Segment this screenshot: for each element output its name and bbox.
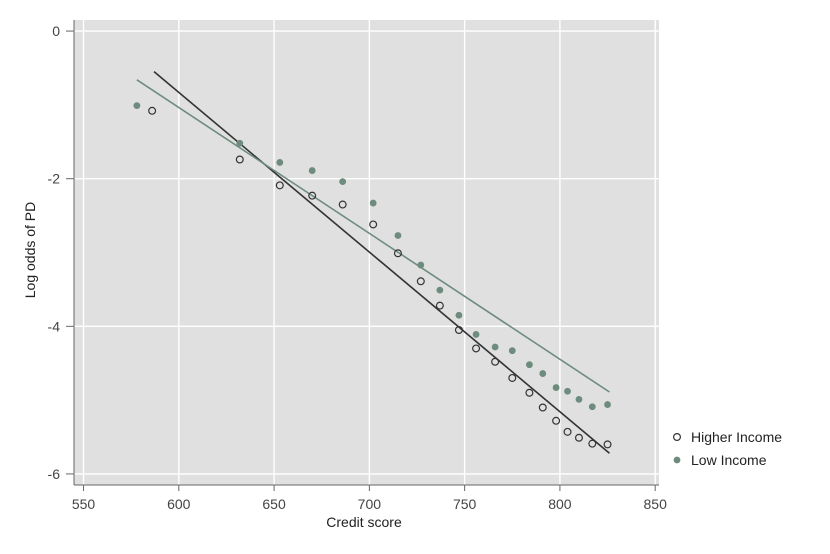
x-axis-title: Credit score [326,514,402,530]
data-point [491,357,500,366]
data-point [133,102,141,110]
y-tick-label: -4 [48,318,61,334]
data-points [133,102,612,449]
data-point [552,416,561,425]
data-point [148,106,157,115]
data-point [508,347,516,355]
data-point [526,361,533,369]
data-point [588,439,597,448]
y-tick-label: 0 [52,23,60,39]
data-point [435,301,444,310]
legend-label: Low Income [691,452,767,468]
data-point [454,326,463,335]
data-point [563,427,572,436]
data-point [416,277,425,286]
x-tick-label: 650 [262,496,286,512]
x-tick-label: 700 [358,496,382,512]
x-tick-label: 600 [167,496,191,512]
x-tick-label: 850 [644,496,668,512]
legend: Higher Income Low Income [672,429,782,468]
legend-marker [673,456,681,464]
data-point [369,199,377,207]
data-point [538,403,547,412]
data-point [491,343,499,351]
data-point [455,311,463,319]
data-point [339,178,347,186]
data-point [525,388,534,397]
data-point [275,181,284,190]
y-tick-label: -6 [48,466,61,482]
data-point [436,286,444,294]
data-point [472,344,481,353]
fit-lines [136,71,610,454]
data-point [236,139,244,147]
grid-lines [74,20,659,485]
data-point [539,370,547,377]
data-point [369,220,378,229]
x-tick-label: 800 [548,496,572,512]
axes: 550 600 650 700 750 800 850 0 -2 -4 -6 [48,20,668,512]
data-point [276,159,284,166]
data-point [564,387,571,395]
data-point [603,440,612,449]
data-point [235,155,244,164]
fit-line [136,79,610,393]
data-point [417,261,425,269]
plot-background [74,20,659,485]
x-tick-label: 550 [72,496,96,512]
data-point [308,167,316,174]
data-point [508,373,517,382]
data-point [574,433,583,442]
data-point [393,249,402,258]
legend-label: Higher Income [691,429,782,445]
data-point [338,200,347,209]
data-point [552,384,560,391]
x-tick-label: 750 [453,496,477,512]
data-point [308,191,317,200]
y-axis-title: Log odds of PD [22,202,38,299]
y-tick-label: -2 [48,171,61,187]
fit-line [153,71,610,454]
legend-marker [672,433,681,442]
data-point [394,232,402,239]
data-point [588,403,596,411]
data-point [575,395,583,403]
data-point [604,401,611,408]
data-point [472,331,480,338]
